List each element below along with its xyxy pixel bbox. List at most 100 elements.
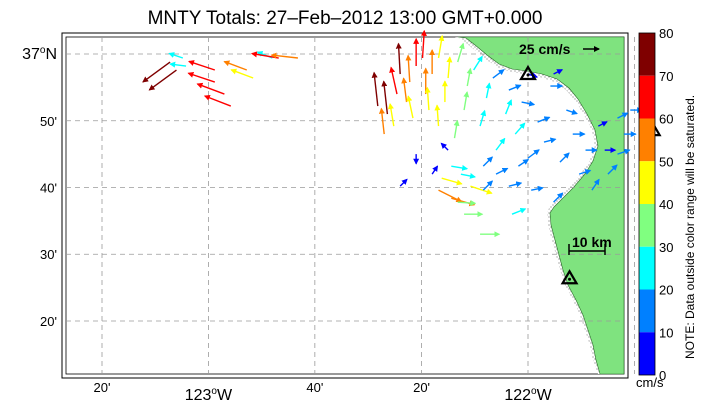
current-vector <box>168 52 184 59</box>
current-vector <box>399 178 408 187</box>
lat-tick-label: 40' <box>40 180 57 195</box>
current-vector <box>223 60 248 71</box>
map-outer-frame <box>61 32 629 379</box>
current-vector <box>495 137 506 151</box>
lon-tick-label: 20' <box>94 380 111 395</box>
current-vector <box>597 121 608 127</box>
colorbar-segment <box>639 118 655 162</box>
current-vector <box>387 103 395 127</box>
graticule <box>66 37 635 374</box>
colorbar-note: NOTE: Data outside color range will be s… <box>683 95 697 359</box>
current-vector <box>446 56 453 79</box>
current-vector <box>470 185 493 195</box>
colorbar-unit: cm/s <box>636 375 664 390</box>
current-vector <box>508 181 523 188</box>
colorbar-tick-label: 60 <box>659 112 673 127</box>
current-vector <box>389 66 398 95</box>
current-vector <box>482 156 494 167</box>
colorbar-frame <box>638 32 656 376</box>
current-vector <box>431 165 439 175</box>
colorbar-tick-label: 20 <box>659 283 673 298</box>
current-vector <box>434 104 441 127</box>
current-vector <box>566 109 578 115</box>
colorbar-segment <box>639 332 655 375</box>
colorbar: 80 70 60 50 40 30 20 10 0 <box>638 26 673 383</box>
current-vector <box>543 137 557 144</box>
current-vector <box>495 167 509 175</box>
current-vectors <box>142 29 644 238</box>
coastline-land <box>455 36 625 375</box>
current-vector <box>437 34 445 59</box>
current-vector <box>395 42 402 75</box>
latitude-labels: 37oN 50' 40' 30' 20' <box>22 45 57 329</box>
current-vector <box>230 68 254 79</box>
colorbar-tick-label: 10 <box>659 325 673 340</box>
map-title: MNTY Totals: 27–Feb–2012 13:00 GMT+0.000 <box>148 8 543 29</box>
current-vector <box>460 173 476 179</box>
current-vector <box>371 71 379 107</box>
current-vector <box>453 119 460 139</box>
current-vector <box>148 69 177 91</box>
colorbar-segment <box>639 33 655 76</box>
current-vector <box>473 55 483 71</box>
current-vector <box>479 109 487 127</box>
current-vector <box>270 52 298 59</box>
scale-bar-label: 10 km <box>572 234 612 250</box>
current-vector <box>457 199 477 206</box>
current-vector <box>578 169 592 175</box>
current-vector <box>203 94 232 107</box>
lat-tick-label: 20' <box>40 314 57 329</box>
lat-tick-label: 37oN <box>22 45 57 63</box>
colorbar-tick-label: 30 <box>659 240 673 255</box>
lat-tick-label: 50' <box>40 114 57 129</box>
current-vector <box>518 158 530 167</box>
current-vector <box>511 207 527 215</box>
current-vector <box>187 71 216 83</box>
current-vector <box>591 178 600 191</box>
lon-tick-label: 40' <box>306 380 323 395</box>
colorbar-segment <box>639 161 655 204</box>
current-vector <box>514 122 526 135</box>
current-vector <box>504 99 513 115</box>
current-vector <box>607 164 618 175</box>
current-vector <box>196 82 225 95</box>
current-vector <box>617 112 629 119</box>
current-vector <box>405 54 412 83</box>
current-vector <box>424 86 431 111</box>
colorbar-tick-label: 70 <box>659 69 673 84</box>
current-vector <box>451 164 469 171</box>
current-vector <box>553 192 564 203</box>
current-vector <box>527 149 540 159</box>
current-vector <box>553 69 564 75</box>
colorbar-tick-label: 40 <box>659 197 673 212</box>
lon-tick-label: 122oW <box>504 386 552 404</box>
current-vector <box>508 84 522 91</box>
colorbar-segment <box>639 204 655 247</box>
current-vector <box>521 100 536 107</box>
scale-arrow-label: 25 cm/s <box>519 41 571 57</box>
current-vector <box>492 69 505 79</box>
current-vector <box>381 80 389 115</box>
current-vector <box>482 180 494 191</box>
radar-station-marker <box>519 64 537 81</box>
current-vector <box>617 148 631 155</box>
current-vector <box>531 185 544 192</box>
colorbar-tick-label: 50 <box>659 154 673 169</box>
current-vector <box>401 77 408 103</box>
colorbar-tick-label: 0 <box>659 368 666 383</box>
longitude-labels: 20' 123oW 40' 20' 122oW <box>94 380 553 404</box>
current-vector <box>188 60 216 71</box>
current-vector <box>485 82 492 99</box>
current-vector <box>457 42 465 63</box>
colorbar-segment <box>639 289 655 333</box>
current-vector <box>441 177 463 186</box>
current-vector <box>169 61 187 68</box>
scale-bar: 10 km <box>568 234 612 255</box>
current-vector <box>142 61 171 83</box>
scale-arrow: 25 cm/s <box>519 41 600 57</box>
current-vector <box>537 116 551 123</box>
current-vector <box>378 107 385 135</box>
colorbar-segment <box>639 246 655 290</box>
current-vector <box>463 91 470 111</box>
